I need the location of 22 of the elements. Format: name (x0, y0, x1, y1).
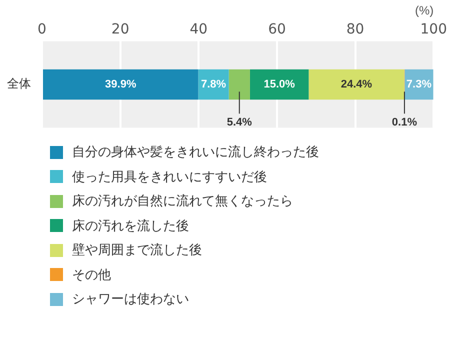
x-tick-label: 100 (420, 21, 448, 38)
x-tick-label: 20 (111, 21, 130, 38)
x-tick-label: 0 (38, 21, 46, 38)
legend-label: その他 (72, 266, 111, 284)
legend-label: 床の汚れが自然に流れて無くなったら (72, 193, 293, 210)
data-label: 39.9% (105, 78, 136, 91)
legend-label: シャワーは使わない (72, 291, 189, 308)
data-label: 15.0% (264, 78, 296, 91)
data-label: 7.8% (201, 78, 226, 91)
data-label: 5.4% (226, 116, 252, 129)
x-tick-label: 40 (190, 21, 208, 38)
legend-label: 使った用具をきれいにすすいだ後 (72, 168, 267, 186)
data-label: 7.3% (406, 78, 432, 91)
x-tick-label: 80 (346, 21, 364, 38)
legend-label: 床の汚れを流した後 (72, 218, 189, 235)
y-tick-label: 全体 (7, 76, 31, 91)
data-label: 0.1% (392, 116, 418, 129)
x-tick-label: 60 (268, 21, 286, 38)
legend-label: 自分の身体や髪をきれいに流し終わった後 (72, 144, 319, 162)
data-label: 24.4% (340, 78, 372, 91)
x-axis-title: (%) (414, 4, 434, 18)
legend-label: 壁や周囲まで流した後 (72, 242, 202, 260)
